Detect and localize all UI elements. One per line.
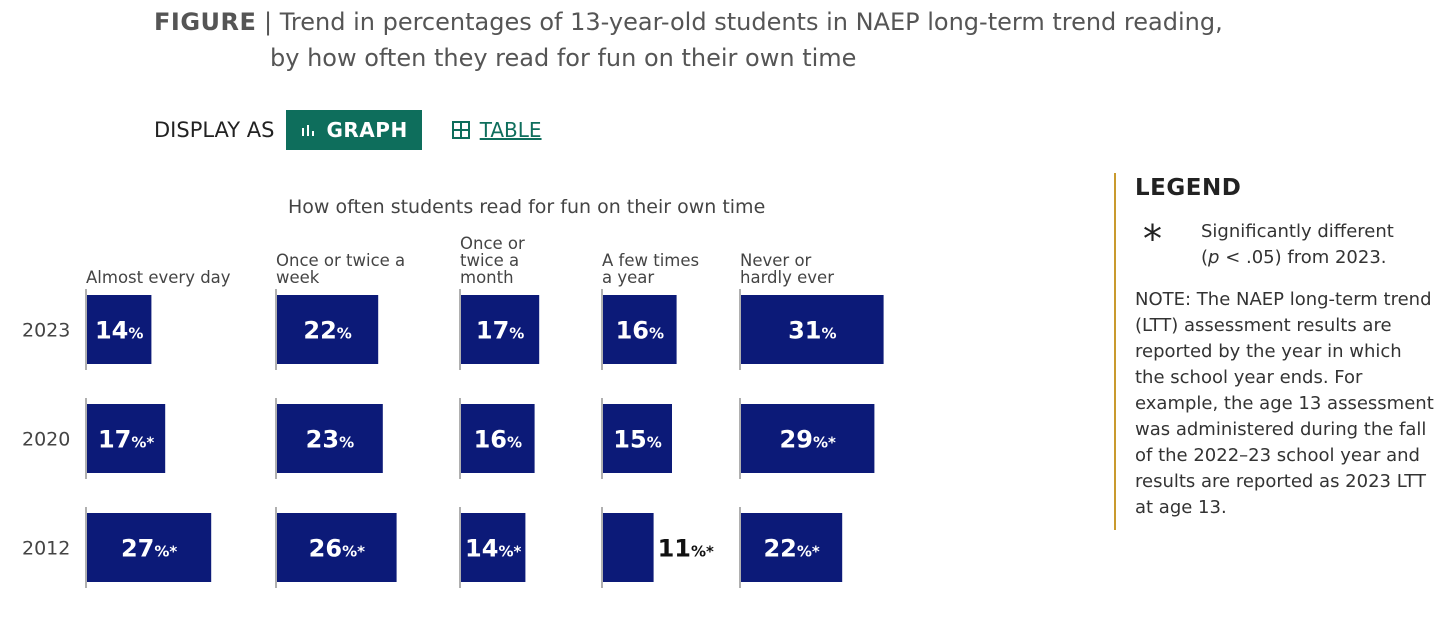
bar xyxy=(603,404,672,473)
title-separator: | xyxy=(264,8,273,36)
data-label: 14% xyxy=(95,317,143,345)
year-label: 2012 xyxy=(22,538,70,560)
category-label: Once or xyxy=(460,234,525,253)
bar xyxy=(277,295,379,364)
category-label: week xyxy=(276,268,320,287)
category-label: hardly ever xyxy=(740,268,834,287)
graph-button[interactable]: GRAPH xyxy=(286,110,422,150)
data-label: 11%* xyxy=(658,535,714,563)
data-label: 17%* xyxy=(98,426,154,454)
data-label: 26%* xyxy=(309,535,365,563)
data-label: 17% xyxy=(476,317,524,345)
category-label: a year xyxy=(602,268,654,287)
category-label: Never or xyxy=(740,251,812,270)
table-link-label: TABLE xyxy=(479,118,542,142)
bar-chart-icon xyxy=(302,125,315,136)
bar xyxy=(603,295,677,364)
bar xyxy=(277,404,383,473)
bar xyxy=(741,295,884,364)
data-label: 23% xyxy=(306,426,354,454)
data-label: 22% xyxy=(303,317,351,345)
data-label: 31% xyxy=(788,317,836,345)
figure-title: FIGURE | Trend in percentages of 13-year… xyxy=(154,4,1304,76)
legend-significance-row: * Significantly different (p < .05) from… xyxy=(1135,219,1434,271)
data-label: 22%* xyxy=(763,535,819,563)
title-line-1: Trend in percentages of 13-year-old stud… xyxy=(279,8,1223,36)
asterisk-icon: * xyxy=(1143,217,1162,261)
data-label: 14%* xyxy=(465,535,521,563)
category-label: twice a xyxy=(460,251,519,270)
year-label: 2020 xyxy=(22,429,70,451)
data-label: 29%* xyxy=(780,426,836,454)
bar xyxy=(87,404,166,473)
table-icon xyxy=(451,121,470,139)
data-label: 15% xyxy=(613,426,661,454)
bar xyxy=(603,513,654,582)
bar xyxy=(277,513,397,582)
figure-label: FIGURE xyxy=(154,8,257,36)
bar xyxy=(741,404,875,473)
category-label: Almost every day xyxy=(86,268,231,287)
bar xyxy=(87,295,152,364)
title-line-2: by how often they read for fun on their … xyxy=(270,44,857,72)
data-label: 27%* xyxy=(121,535,177,563)
category-label: month xyxy=(460,268,514,287)
bar xyxy=(461,295,540,364)
data-label: 16% xyxy=(474,426,522,454)
chart-title: How often students read for fun on their… xyxy=(288,196,766,218)
table-link[interactable]: TABLE xyxy=(451,118,542,142)
legend-significance-text: Significantly different (p < .05) from 2… xyxy=(1201,221,1394,268)
year-label: 2023 xyxy=(22,320,70,342)
legend-title: LEGEND xyxy=(1135,175,1242,201)
legend-note: NOTE: The NAEP long-term trend (LTT) ass… xyxy=(1135,289,1434,518)
legend-panel: LEGEND * Significantly different (p < .0… xyxy=(1114,173,1434,530)
graph-button-label: GRAPH xyxy=(326,118,408,142)
bar xyxy=(87,513,212,582)
bar xyxy=(461,404,535,473)
bar xyxy=(741,513,843,582)
category-label: Once or twice a xyxy=(276,251,405,270)
display-toggle: DISPLAY AS GRAPH TABLE xyxy=(154,110,542,150)
data-label: 16% xyxy=(616,317,664,345)
display-as-label: DISPLAY AS xyxy=(154,118,275,142)
category-label: A few times xyxy=(602,251,699,270)
bar xyxy=(461,513,526,582)
